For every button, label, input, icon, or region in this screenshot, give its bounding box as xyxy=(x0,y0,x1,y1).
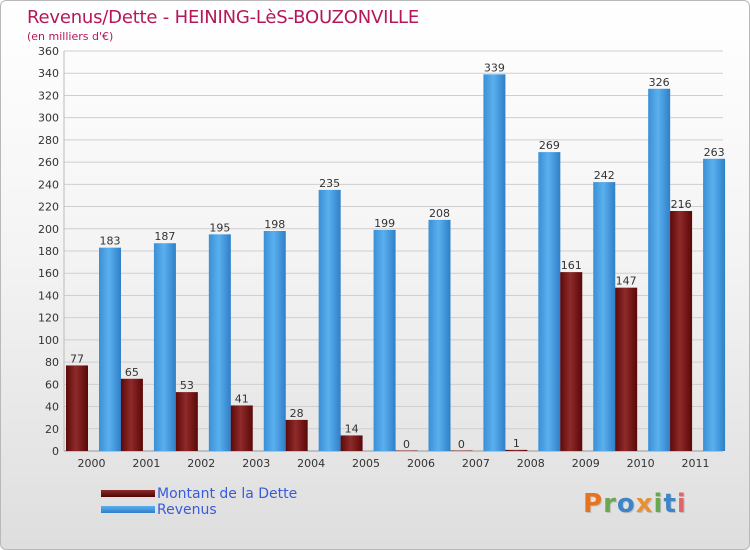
data-label-debt: 216 xyxy=(671,198,692,211)
bar-revenue xyxy=(483,74,506,451)
data-label-revenue: 199 xyxy=(374,217,395,230)
x-tick-label: 2005 xyxy=(352,457,380,470)
y-tick-label: 120 xyxy=(38,312,59,325)
chart-title: Revenus/Dette - HEINING-LèS-BOUZONVILLE xyxy=(27,7,420,28)
bar-debt xyxy=(450,450,473,451)
data-label-revenue: 269 xyxy=(539,139,560,152)
data-label-revenue: 187 xyxy=(154,230,175,243)
y-tick-label: 320 xyxy=(38,89,59,102)
y-tick-label: 220 xyxy=(38,201,59,214)
data-label-debt: 28 xyxy=(290,407,304,420)
proxiti-logo: Proxiti xyxy=(583,489,687,519)
legend-swatch-debt xyxy=(101,490,155,497)
bar-revenue xyxy=(593,182,616,451)
bar-debt xyxy=(120,378,143,451)
data-label-debt: 41 xyxy=(235,392,249,405)
y-tick-label: 180 xyxy=(38,245,59,258)
y-tick-label: 360 xyxy=(38,45,59,58)
logo-letter: r xyxy=(603,489,617,519)
bar-debt xyxy=(230,405,253,451)
y-tick-label: 280 xyxy=(38,134,59,147)
bar-debt xyxy=(670,211,693,451)
logo-letter: i xyxy=(676,489,687,519)
legend-label-debt: Montant de la Dette xyxy=(157,486,298,502)
data-label-debt: 14 xyxy=(345,422,359,435)
y-tick-label: 160 xyxy=(38,267,59,280)
data-label-revenue: 263 xyxy=(704,146,725,159)
logo-letter: i xyxy=(653,489,664,519)
x-tick-label: 2010 xyxy=(627,457,655,470)
x-tick-label: 2009 xyxy=(572,457,600,470)
x-tick-label: 2006 xyxy=(407,457,435,470)
y-tick-label: 0 xyxy=(52,445,59,458)
data-label-revenue: 183 xyxy=(100,235,121,248)
data-label-revenue: 195 xyxy=(209,221,230,234)
data-label-debt: 0 xyxy=(403,438,410,451)
data-label-debt: 1 xyxy=(513,437,520,450)
logo-letter: t xyxy=(663,489,677,519)
logo-letter: o xyxy=(616,489,636,519)
y-tick-label: 260 xyxy=(38,156,59,169)
bar-debt xyxy=(505,449,528,451)
data-label-revenue: 208 xyxy=(429,207,450,220)
data-label-debt: 53 xyxy=(180,379,194,392)
bar-revenue xyxy=(373,229,396,451)
x-tick-label: 2003 xyxy=(242,457,270,470)
bar-debt xyxy=(66,365,88,451)
x-tick-label: 2000 xyxy=(77,457,105,470)
bar-debt xyxy=(395,450,418,451)
bar-debt xyxy=(340,435,363,451)
data-label-revenue: 242 xyxy=(594,169,615,182)
y-tick-label: 100 xyxy=(38,334,59,347)
data-label-revenue: 326 xyxy=(649,76,670,89)
legend-label-revenue: Revenus xyxy=(157,502,217,518)
data-label-debt: 147 xyxy=(616,275,637,288)
bar-revenue xyxy=(538,152,561,451)
data-label-revenue: 339 xyxy=(484,61,505,74)
bar-revenue xyxy=(263,231,286,451)
y-tick-label: 40 xyxy=(45,401,59,414)
data-label-debt: 0 xyxy=(458,438,465,451)
bar-revenue xyxy=(99,247,121,451)
x-tick-label: 2001 xyxy=(132,457,160,470)
data-label-debt: 161 xyxy=(561,259,582,272)
bar-revenue xyxy=(648,88,671,452)
bar-revenue xyxy=(703,158,726,451)
bar-debt xyxy=(560,272,583,451)
x-tick-label: 2011 xyxy=(682,457,710,470)
data-label-revenue: 198 xyxy=(264,218,285,231)
bar-debt xyxy=(615,287,638,451)
y-tick-label: 140 xyxy=(38,289,59,302)
y-tick-label: 340 xyxy=(38,67,59,80)
x-tick-label: 2008 xyxy=(517,457,545,470)
x-tick-label: 2002 xyxy=(187,457,215,470)
legend-swatch-revenue xyxy=(101,506,155,513)
bar-debt xyxy=(175,392,198,451)
bar-revenue xyxy=(318,189,341,451)
logo-letter: P xyxy=(583,489,604,519)
logo-letter: x xyxy=(635,489,654,519)
y-tick-label: 80 xyxy=(45,356,59,369)
data-label-debt: 65 xyxy=(125,366,139,379)
y-tick-label: 60 xyxy=(45,378,59,391)
x-tick-label: 2007 xyxy=(462,457,490,470)
bar-revenue xyxy=(208,234,231,451)
x-tick-label: 2004 xyxy=(297,457,325,470)
bar-revenue xyxy=(428,219,451,451)
chart-subtitle: (en milliers d'€) xyxy=(27,30,114,43)
bar-debt xyxy=(285,419,308,451)
data-label-revenue: 235 xyxy=(319,177,340,190)
y-tick-label: 20 xyxy=(45,423,59,436)
y-tick-label: 240 xyxy=(38,178,59,191)
y-tick-label: 300 xyxy=(38,112,59,125)
y-tick-label: 200 xyxy=(38,223,59,236)
data-label-debt: 77 xyxy=(70,352,84,365)
bar-revenue xyxy=(153,243,176,451)
